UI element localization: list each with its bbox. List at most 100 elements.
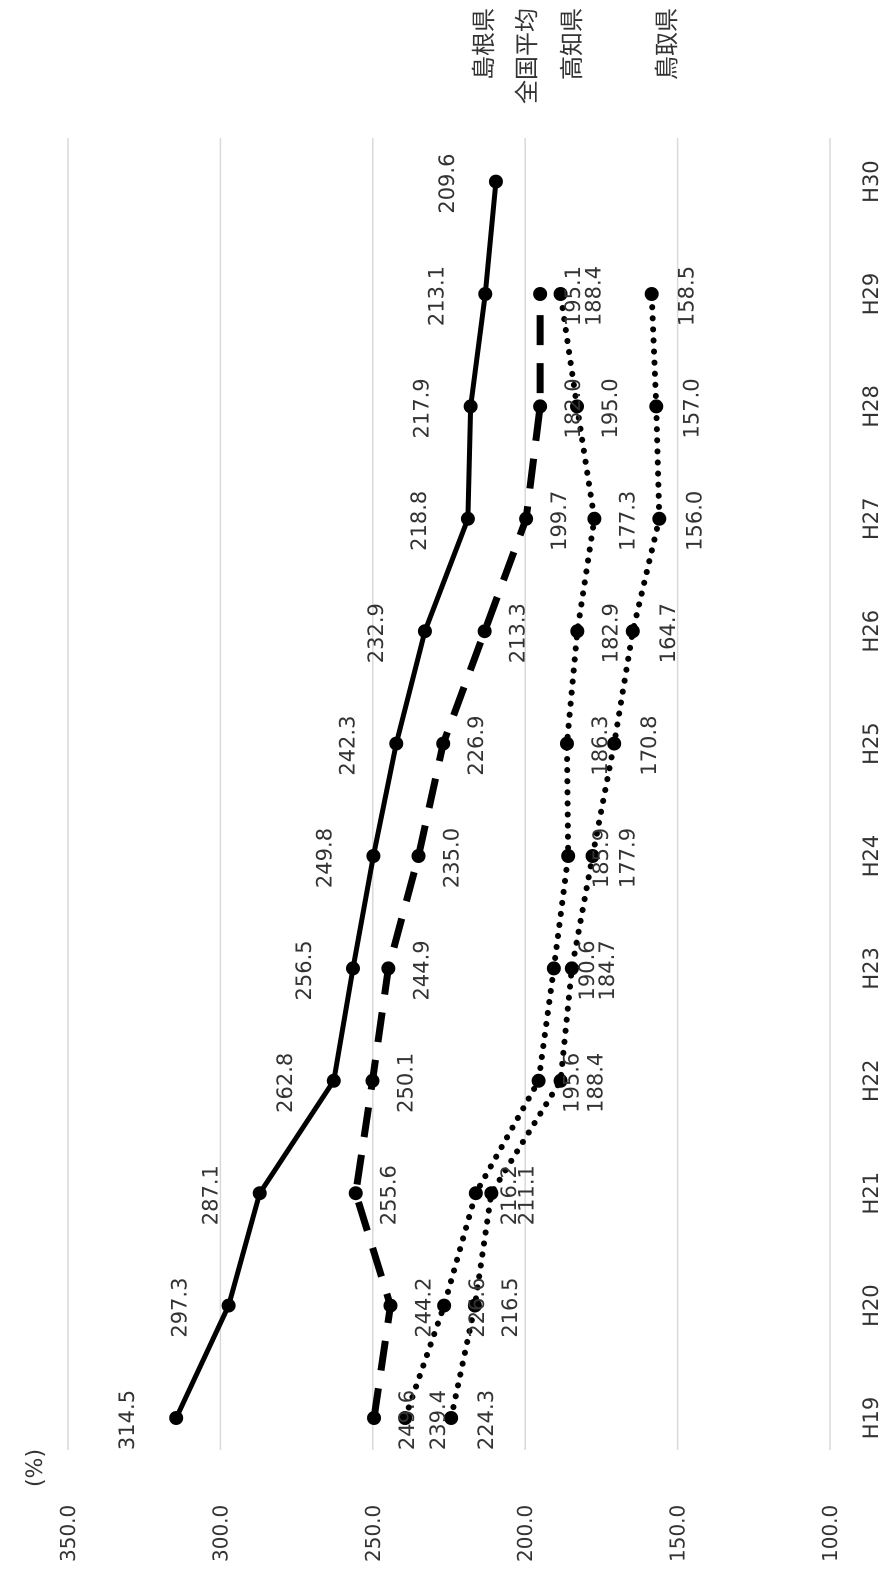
legend-entry: 島根県 (470, 8, 498, 80)
data-point (221, 1298, 236, 1313)
data-label: 177.3 (615, 491, 639, 551)
data-point (607, 736, 622, 751)
data-label: 182.0 (561, 378, 585, 438)
data-label: 216.5 (498, 1278, 522, 1338)
data-label: 209.6 (435, 154, 459, 214)
y-tick-label: 250.0 (361, 1505, 385, 1562)
data-point (652, 511, 667, 526)
data-point (533, 399, 548, 414)
data-label: 186.3 (588, 716, 612, 776)
data-label: 314.5 (115, 1390, 139, 1450)
data-label: 250.1 (393, 1053, 417, 1113)
legend-entry: 高知県 (558, 8, 586, 80)
data-label: 226.9 (464, 716, 488, 776)
data-point (437, 1298, 452, 1313)
data-point (463, 399, 478, 414)
data-point (561, 849, 576, 863)
data-label: 195.1 (561, 266, 585, 326)
data-point (519, 511, 534, 526)
data-point (644, 287, 659, 301)
data-label: 190.6 (575, 940, 599, 1000)
data-label: 216.2 (497, 1165, 521, 1225)
legend: 島根県 全国平均 高知県 鳥取県 (470, 8, 681, 104)
x-tick-label: H29 (859, 273, 883, 316)
data-point (365, 1073, 380, 1088)
data-label: 224.3 (474, 1390, 498, 1450)
data-point (484, 1186, 499, 1201)
series-line (173, 179, 499, 1421)
data-label: 182.9 (598, 603, 622, 663)
y-tick-label: 200.0 (513, 1505, 537, 1562)
y-tick-label: 350.0 (56, 1505, 80, 1562)
grid-lines (67, 138, 831, 1450)
data-point (348, 1186, 363, 1201)
data-label: 170.8 (637, 716, 661, 776)
data-point (367, 1411, 382, 1425)
y-tick-label: 300.0 (208, 1505, 232, 1562)
data-point (398, 1411, 413, 1425)
data-label: 226.6 (465, 1278, 489, 1338)
data-point (488, 174, 503, 189)
data-label: 255.6 (377, 1165, 401, 1225)
x-tick-labels: H19 H20 H21 H22 H23 H24 H25 H26 H27 H28 H29 H30 (859, 160, 883, 1439)
data-label: 195.0 (598, 378, 622, 438)
data-point (478, 287, 493, 301)
data-point (436, 736, 451, 751)
data-point (252, 1186, 267, 1201)
data-point (585, 849, 600, 863)
unit-label: (%) (23, 1449, 48, 1487)
series-line (352, 294, 544, 1419)
x-tick-label: H24 (859, 835, 883, 878)
data-label: 156.0 (682, 491, 706, 551)
y-tick-label: 100.0 (818, 1505, 842, 1562)
data-label: 217.9 (410, 378, 434, 438)
data-point (169, 1411, 184, 1425)
data-label: 177.9 (616, 828, 640, 888)
y-tick-labels: 100.0 150.0 200.0 250.0 300.0 350.0 (56, 1505, 842, 1562)
data-point (467, 1298, 482, 1313)
data-label: 297.3 (168, 1278, 192, 1338)
data-point (326, 1073, 341, 1088)
x-tick-label: H23 (859, 947, 883, 990)
data-points (169, 174, 667, 1425)
data-label: 195.6 (560, 1053, 584, 1113)
data-label: 242.3 (335, 716, 359, 776)
data-label: 211.1 (514, 1165, 538, 1225)
data-label: 287.1 (199, 1165, 223, 1225)
data-label: 249.6 (395, 1390, 419, 1450)
data-point (587, 511, 602, 526)
x-tick-label: H26 (859, 610, 883, 653)
data-point (460, 511, 475, 526)
x-tick-label: H27 (859, 498, 883, 541)
data-point (468, 1186, 483, 1201)
data-label: 213.1 (424, 266, 448, 326)
series-lines (173, 179, 663, 1421)
data-point (444, 1411, 459, 1425)
x-tick-label: H21 (859, 1172, 883, 1215)
data-label: 235.0 (440, 828, 464, 888)
data-label: 164.7 (656, 603, 680, 663)
data-point (553, 287, 568, 301)
data-label: 188.4 (584, 1053, 608, 1113)
x-tick-label: H20 (859, 1284, 883, 1327)
data-point (553, 1073, 568, 1088)
data-label: 157.0 (679, 378, 703, 438)
data-point (570, 399, 585, 414)
data-point (381, 961, 396, 976)
data-point (417, 624, 432, 639)
data-label: 213.3 (506, 603, 530, 663)
x-tick-label: H22 (859, 1060, 883, 1103)
data-label: 199.7 (547, 491, 571, 551)
legend-entry: 鳥取県 (653, 8, 681, 80)
x-tick-label: H30 (859, 160, 883, 203)
data-label: 232.9 (364, 603, 388, 663)
data-point (389, 736, 404, 751)
legend-entry: 全国平均 (513, 8, 541, 104)
data-label: 262.8 (273, 1053, 297, 1113)
data-point (477, 624, 492, 639)
data-label: 256.5 (292, 940, 316, 1000)
x-tick-label: H19 (859, 1397, 883, 1440)
data-point (564, 961, 579, 976)
data-point (570, 624, 585, 639)
